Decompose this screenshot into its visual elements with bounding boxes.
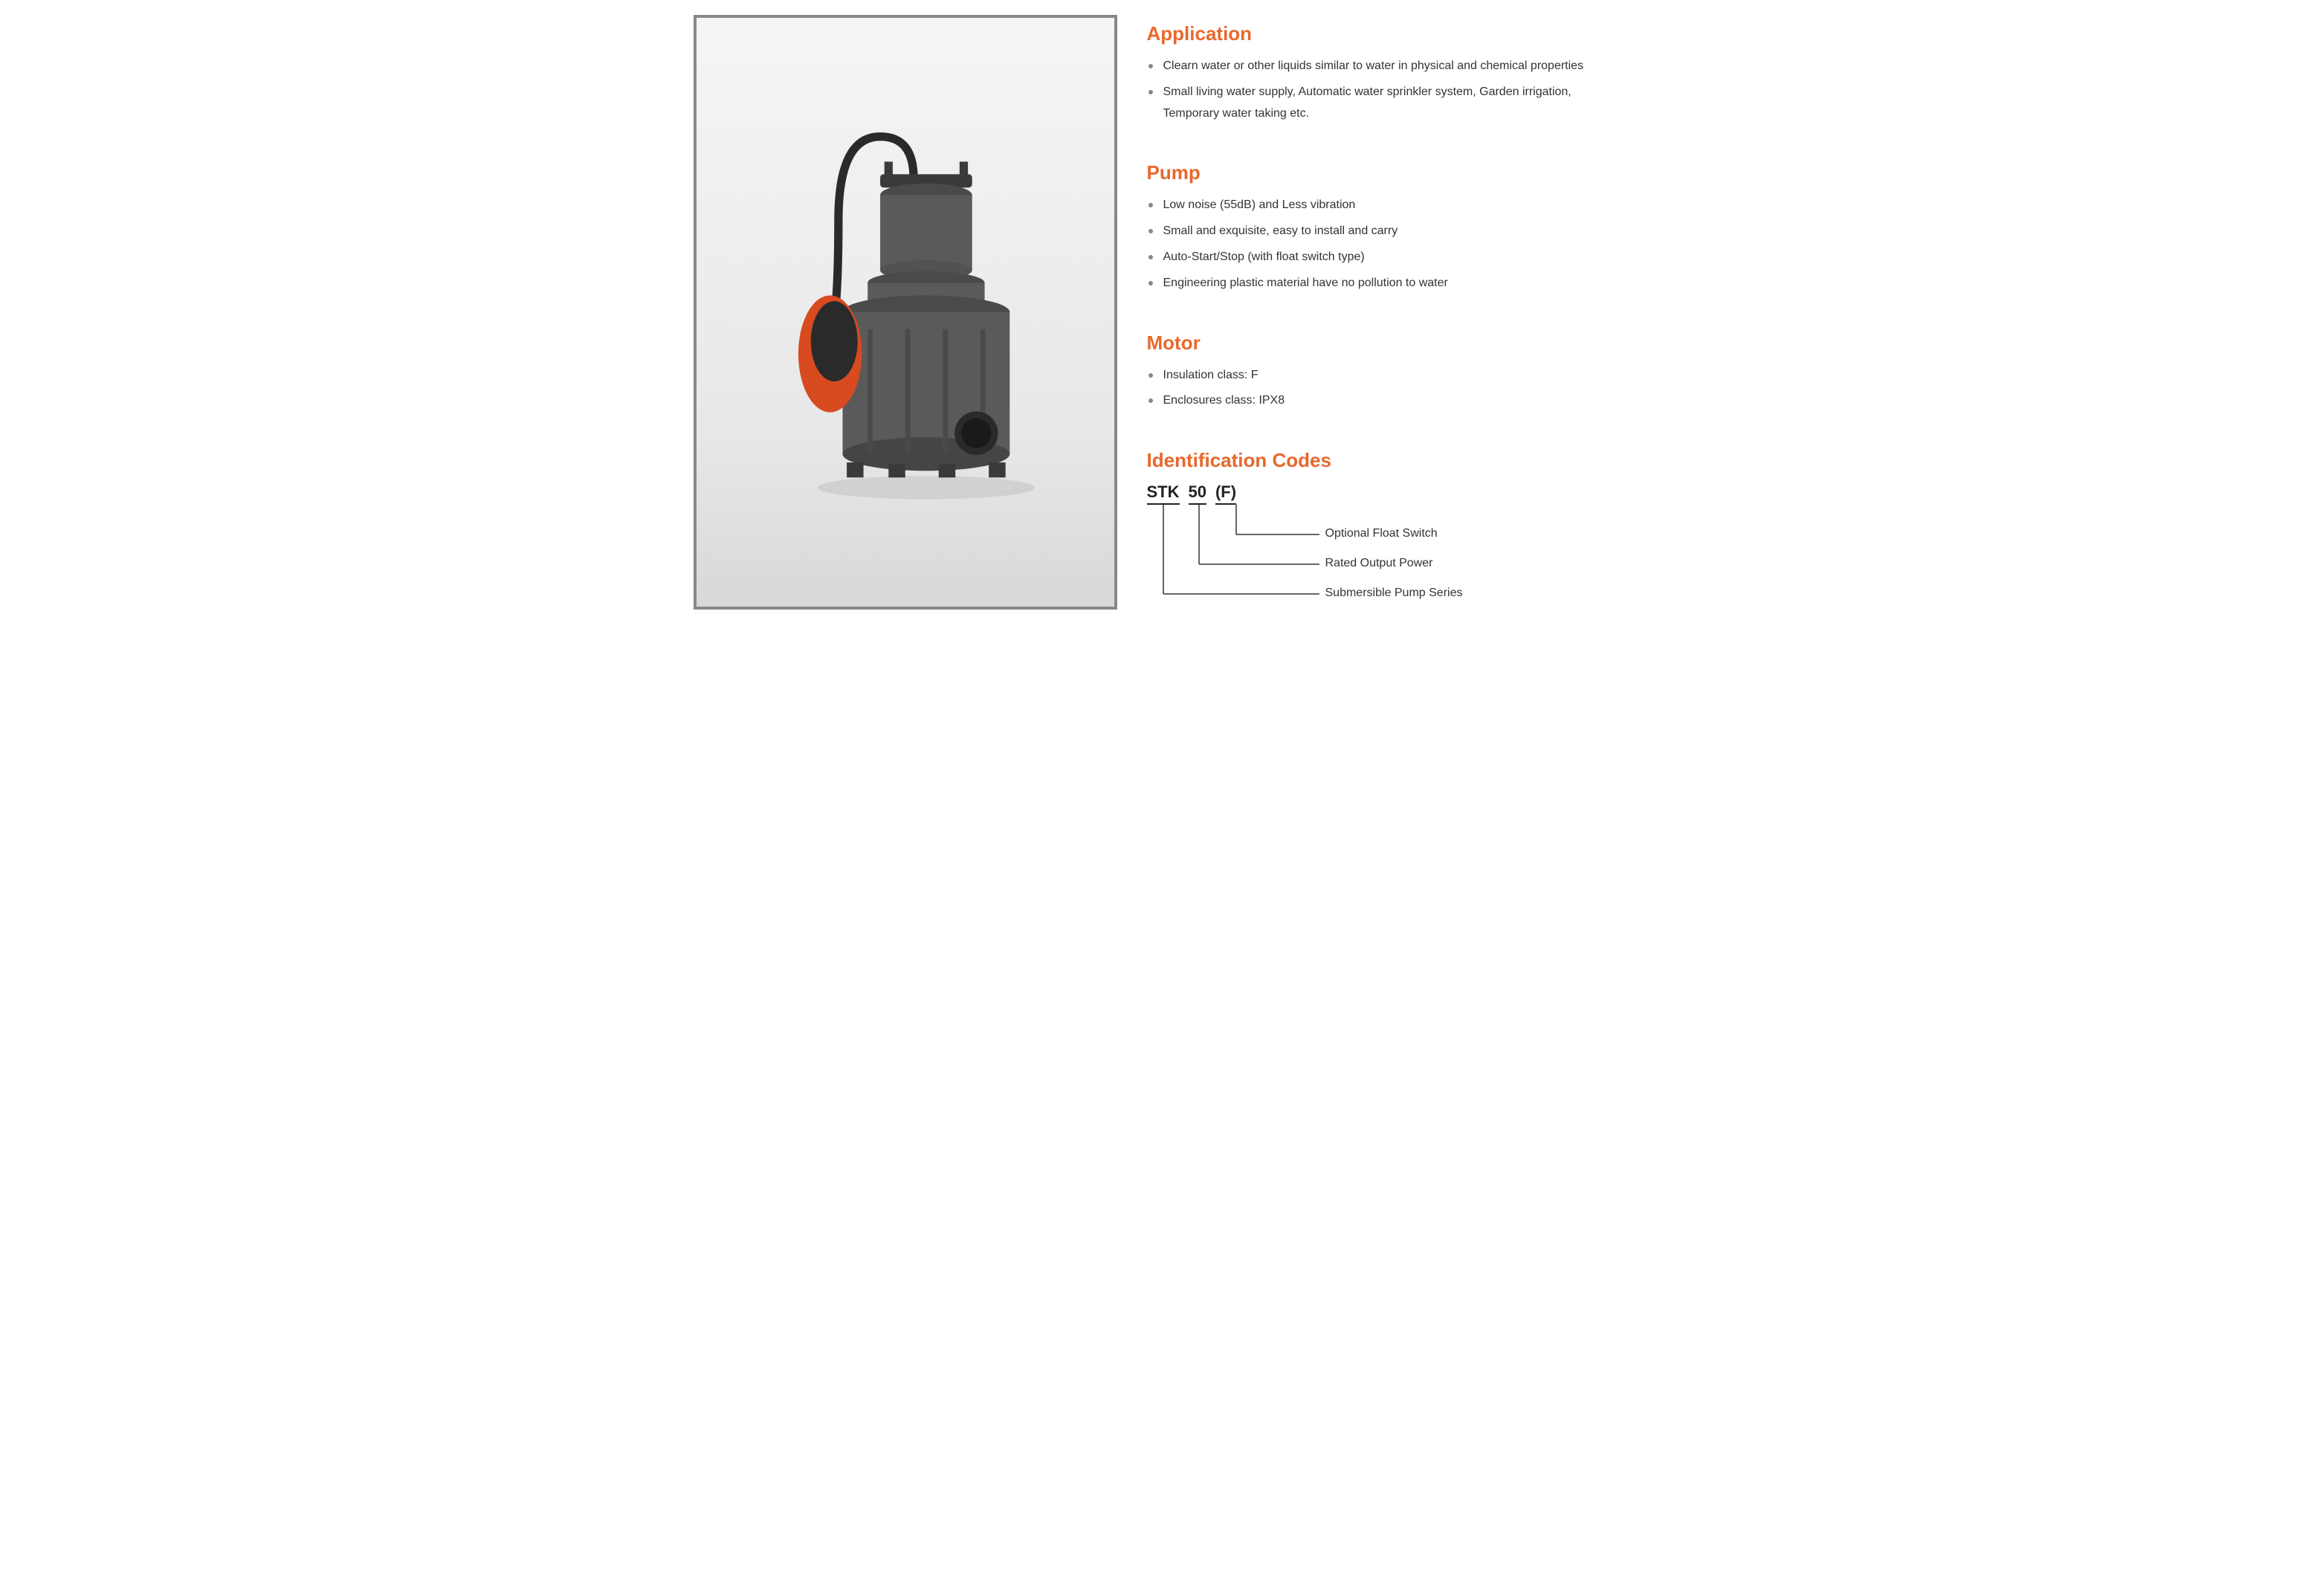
id-codes-block: STK 50 (F)	[1147, 482, 1630, 616]
section-motor: Motor Insulation class: F Enclosures cla…	[1147, 332, 1630, 413]
list-item: Insulation class: F	[1147, 365, 1630, 387]
list-item: Small living water supply, Automatic wat…	[1147, 82, 1630, 125]
legend-float-switch: Optional Float Switch	[1325, 527, 1438, 540]
list-item: Small and exquisite, easy to install and…	[1147, 221, 1630, 242]
legend-pump-series: Submersible Pump Series	[1325, 587, 1463, 600]
content-column: Application Clearn water or other liquid…	[1147, 15, 1630, 653]
heading-motor: Motor	[1147, 332, 1630, 355]
code-part-text: 50	[1189, 482, 1206, 501]
pump-illustration	[738, 77, 1073, 548]
code-part-text: STK	[1147, 482, 1180, 501]
list-item: Engineering plastic material have no pol…	[1147, 273, 1630, 294]
list-pump: Low noise (55dB) and Less vibration Smal…	[1147, 195, 1630, 294]
list-motor: Insulation class: F Enclosures class: IP…	[1147, 365, 1630, 413]
code-part-text: (F)	[1215, 482, 1236, 501]
code-part-series: STK	[1147, 482, 1180, 505]
code-part-power: 50	[1189, 482, 1206, 505]
list-item: Clearn water or other liquids similar to…	[1147, 56, 1630, 77]
heading-application: Application	[1147, 22, 1630, 45]
heading-id-codes: Identification Codes	[1147, 449, 1630, 472]
section-application: Application Clearn water or other liquid…	[1147, 22, 1630, 124]
legend-output-power: Rated Output Power	[1325, 557, 1433, 570]
list-item: Low noise (55dB) and Less vibration	[1147, 195, 1630, 216]
list-application: Clearn water or other liquids similar to…	[1147, 56, 1630, 124]
product-image-frame	[694, 15, 1117, 610]
code-parts: STK 50 (F)	[1147, 482, 1630, 505]
code-part-float: (F)	[1215, 482, 1236, 505]
id-code-diagram: Optional Float Switch Rated Output Power…	[1147, 505, 1630, 616]
document-page: Application Clearn water or other liquid…	[694, 15, 1630, 653]
list-item: Enclosures class: IPX8	[1147, 390, 1630, 412]
list-item: Auto-Start/Stop (with float switch type)	[1147, 247, 1630, 268]
section-pump: Pump Low noise (55dB) and Less vibration…	[1147, 161, 1630, 294]
heading-pump: Pump	[1147, 161, 1630, 184]
section-identification-codes: Identification Codes STK 50 (F)	[1147, 449, 1630, 616]
